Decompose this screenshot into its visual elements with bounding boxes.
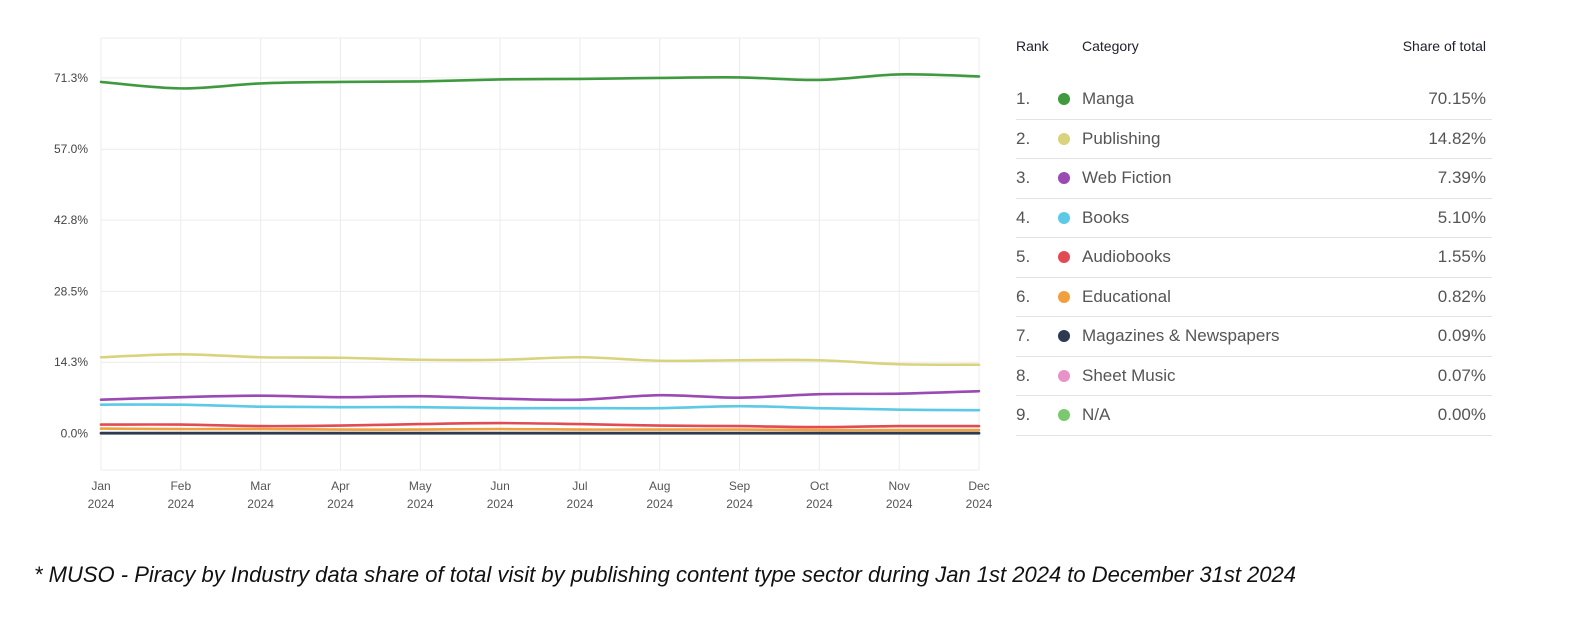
series-line-educational <box>99 427 981 432</box>
y-tick-label: 57.0% <box>54 142 88 156</box>
legend-rows: 1. Manga 70.15% 2. Publishing 14.82% 3. Web Fic… <box>1016 80 1492 436</box>
legend-row: 5. Audiobooks 1.55% <box>1016 238 1492 278</box>
legend-category: N/A <box>1082 405 1111 425</box>
legend-category: Web Fiction <box>1082 168 1172 188</box>
legend-rank: 6. <box>1016 286 1031 306</box>
y-tick-label: 71.3% <box>54 71 88 85</box>
legend-category: Sheet Music <box>1082 365 1176 385</box>
legend-table: Rank Category Share of total 1. Manga 70.1… <box>1016 32 1492 436</box>
legend-row: 2. Publishing 14.82% <box>1016 120 1492 159</box>
legend-rank: 8. <box>1016 365 1031 385</box>
legend-color-dot <box>1058 290 1070 303</box>
legend-share: 70.15% <box>1428 89 1486 109</box>
y-tick-label: 14.3% <box>54 355 88 369</box>
x-tick-label: Jun 2024 <box>487 479 514 511</box>
chart-series <box>99 73 981 435</box>
legend-row: 7. Magazines & Newspapers 0.09% <box>1016 317 1492 357</box>
x-tick-label: Apr 2024 <box>327 479 354 511</box>
legend-share: 7.39% <box>1437 168 1486 188</box>
x-tick-label: Nov 2024 <box>886 479 913 511</box>
x-tick-label: Jan 2024 <box>88 479 115 511</box>
legend-share: 0.82% <box>1437 286 1486 306</box>
category-header: Category <box>1082 38 1139 54</box>
x-tick-label: Jul 2024 <box>567 479 594 511</box>
y-tick-label: 42.8% <box>54 213 88 227</box>
x-axis: Jan 2024 Feb 2024 Mar 2024 Apr 2024 May 2024 Jun 20… <box>88 479 993 511</box>
legend-category: Manga <box>1082 89 1134 109</box>
x-tick-label: Aug 2024 <box>646 479 673 511</box>
legend-row: 1. Manga 70.15% <box>1016 80 1492 120</box>
legend-category: Audiobooks <box>1082 247 1171 267</box>
series-line-books <box>99 403 981 412</box>
x-tick-label: May 2024 <box>407 479 434 511</box>
series-line-web-fiction <box>99 389 981 402</box>
legend-rank: 3. <box>1016 168 1031 188</box>
legend-row: 8. Sheet Music 0.07% <box>1016 357 1492 396</box>
legend-rank: 2. <box>1016 128 1031 148</box>
legend-share: 5.10% <box>1437 207 1486 227</box>
footnote: * MUSO - Piracy by Industry data share o… <box>34 562 1296 587</box>
legend-header: Rank Category Share of total <box>1016 32 1492 60</box>
x-tick-label: Dec 2024 <box>966 479 993 511</box>
series-line-publishing <box>99 352 981 367</box>
legend-row: 4. Books 5.10% <box>1016 199 1492 238</box>
legend-color-dot <box>1058 369 1070 382</box>
y-axis: 0.0% 14.3% 28.5% 42.8% 57.0% 71.3% <box>54 71 88 441</box>
x-tick-label: Oct 2024 <box>806 479 833 511</box>
legend-rank: 9. <box>1016 405 1031 425</box>
legend-color-dot <box>1058 211 1070 224</box>
series-line-manga <box>99 73 981 90</box>
legend-share: 14.82% <box>1428 128 1486 148</box>
legend-rank: 7. <box>1016 326 1031 346</box>
x-tick-label: Sep 2024 <box>726 479 753 511</box>
legend-category: Magazines & Newspapers <box>1082 326 1280 346</box>
legend-category: Books <box>1082 207 1130 227</box>
legend-share: 0.00% <box>1437 405 1486 425</box>
legend-share: 0.09% <box>1437 326 1486 346</box>
legend-rank: 4. <box>1016 207 1031 227</box>
legend-color-dot <box>1058 251 1070 264</box>
legend-share: 1.55% <box>1437 247 1486 267</box>
x-tick-label: Feb 2024 <box>167 479 194 511</box>
legend-row: 3. Web Fiction 7.39% <box>1016 159 1492 199</box>
legend-rank: 1. <box>1016 89 1031 109</box>
legend-share: 0.07% <box>1437 365 1486 385</box>
legend-category: Publishing <box>1082 128 1161 148</box>
legend-row: 9. N/A 0.00% <box>1016 396 1492 436</box>
legend-color-dot <box>1058 93 1070 106</box>
x-tick-label: Mar 2024 <box>247 479 274 511</box>
y-tick-label: 0.0% <box>61 427 89 441</box>
legend-row: 6. Educational 0.82% <box>1016 278 1492 317</box>
legend-category: Educational <box>1082 286 1171 306</box>
line-chart: 0.0% 14.3% 28.5% 42.8% 57.0% 71.3% Jan 2024 Feb… <box>54 37 993 511</box>
legend-color-dot <box>1058 409 1070 422</box>
y-tick-label: 28.5% <box>54 284 88 298</box>
series-line-audiobooks <box>99 421 981 429</box>
rank-header: Rank <box>1016 38 1049 54</box>
legend-color-dot <box>1058 132 1070 145</box>
legend-color-dot <box>1058 172 1070 185</box>
legend-color-dot <box>1058 330 1070 343</box>
share-header: Share of total <box>1402 38 1486 54</box>
legend-rank: 5. <box>1016 247 1031 267</box>
